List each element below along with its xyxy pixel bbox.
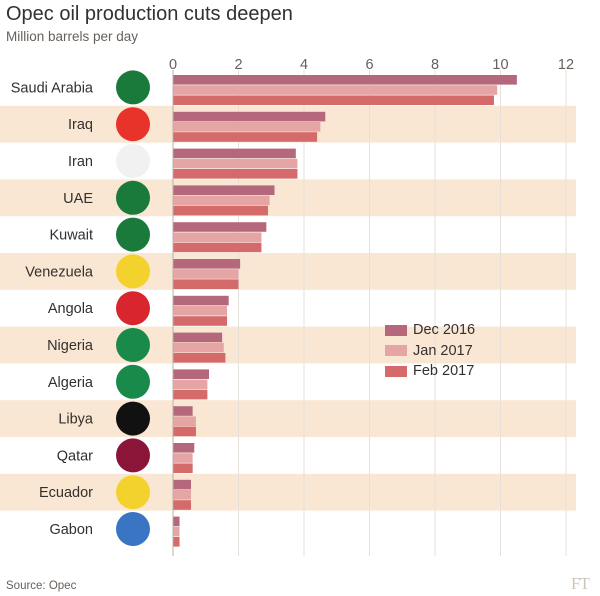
flag-algeria-icon [116, 364, 150, 399]
category-label-iraq: Iraq [68, 117, 93, 133]
legend-label-feb-2017: Feb 2017 [413, 363, 475, 380]
ft-logo: FT [571, 574, 590, 593]
x-tick-label-2: 2 [234, 57, 242, 73]
category-label-kuwait: Kuwait [49, 228, 93, 244]
bar-algeria-feb-2017 [173, 389, 208, 400]
flag-ecuador-icon [116, 475, 150, 510]
bar-qatar-dec-2016 [173, 443, 195, 453]
flag-angola-icon [116, 291, 150, 326]
category-label-saudi-arabia: Saudi Arabia [11, 80, 94, 96]
legend-label-dec-2016: Dec 2016 [413, 322, 476, 339]
legend-swatch-dec-2016 [385, 324, 407, 336]
chart-subtitle: Million barrels per day [6, 29, 139, 44]
category-label-algeria: Algeria [48, 375, 94, 391]
bar-qatar-feb-2017 [173, 463, 193, 473]
legend-label-jan-2017: Jan 2017 [413, 342, 473, 359]
bar-saudi-arabia-jan-2017 [173, 85, 498, 95]
x-tick-label-8: 8 [431, 57, 439, 73]
category-label-nigeria: Nigeria [47, 338, 94, 354]
bar-saudi-arabia-dec-2016 [173, 75, 517, 85]
bar-libya-jan-2017 [173, 416, 196, 426]
row-band-ecuador [0, 473, 576, 511]
bar-nigeria-dec-2016 [173, 332, 223, 343]
bar-ecuador-dec-2016 [173, 479, 192, 490]
row-band-libya [0, 400, 576, 437]
flag-saudi-arabia-icon [116, 70, 150, 105]
bar-iran-jan-2017 [173, 158, 298, 169]
bar-libya-dec-2016 [173, 406, 193, 416]
category-label-gabon: Gabon [49, 522, 93, 538]
bar-gabon-dec-2016 [173, 516, 180, 527]
category-label-libya: Libya [58, 412, 94, 428]
category-label-angola: Angola [48, 301, 94, 317]
bar-angola-feb-2017 [173, 316, 228, 326]
bar-gabon-jan-2017 [173, 526, 180, 537]
flag-iran-icon [116, 144, 150, 178]
row-band-nigeria [0, 326, 576, 364]
flag-gabon-icon [116, 512, 150, 546]
bar-iran-feb-2017 [173, 169, 298, 179]
legend-swatch-feb-2017 [385, 365, 407, 377]
flag-qatar-icon [116, 438, 150, 473]
bar-algeria-jan-2017 [173, 379, 208, 390]
bar-iraq-feb-2017 [173, 132, 318, 142]
bar-ecuador-feb-2017 [173, 500, 192, 510]
flag-nigeria-icon [116, 328, 150, 362]
chart-title: Opec oil production cuts deepen [6, 3, 293, 25]
bar-saudi-arabia-feb-2017 [173, 95, 494, 105]
category-label-ecuador: Ecuador [39, 485, 93, 501]
x-tick-label-0: 0 [169, 57, 177, 73]
flag-iraq-icon [116, 107, 150, 142]
bar-iraq-dec-2016 [173, 111, 326, 122]
x-tick-label-12: 12 [558, 57, 574, 73]
x-tick-label-10: 10 [492, 57, 508, 73]
chart-source: Source: Opec [6, 580, 77, 592]
legend-item-dec-2016: Dec 2016 [385, 320, 475, 341]
x-tick-label-6: 6 [365, 57, 373, 73]
bar-iraq-jan-2017 [173, 122, 321, 132]
category-label-iran: Iran [68, 154, 93, 170]
bar-angola-jan-2017 [173, 306, 228, 316]
bar-angola-dec-2016 [173, 295, 229, 306]
bar-venezuela-feb-2017 [173, 279, 239, 289]
bar-gabon-feb-2017 [173, 537, 180, 547]
legend-swatch-jan-2017 [385, 345, 407, 357]
x-tick-label-4: 4 [300, 57, 308, 73]
bar-kuwait-feb-2017 [173, 242, 262, 253]
bar-ecuador-jan-2017 [173, 490, 192, 500]
legend-item-feb-2017: Feb 2017 [385, 361, 475, 382]
bar-uae-jan-2017 [173, 195, 270, 206]
bar-venezuela-jan-2017 [173, 269, 239, 279]
flag-kuwait-icon [116, 217, 150, 252]
bar-iran-dec-2016 [173, 148, 296, 159]
row-band-venezuela [0, 253, 576, 290]
bar-nigeria-feb-2017 [173, 353, 226, 363]
bar-kuwait-dec-2016 [173, 222, 267, 232]
category-label-qatar: Qatar [57, 448, 93, 464]
bar-nigeria-jan-2017 [173, 342, 224, 353]
bar-kuwait-jan-2017 [173, 232, 262, 242]
bar-uae-dec-2016 [173, 185, 275, 195]
flag-venezuela-icon [116, 254, 150, 289]
bar-libya-feb-2017 [173, 426, 196, 437]
bar-algeria-dec-2016 [173, 369, 210, 379]
bar-uae-feb-2017 [173, 205, 268, 216]
bar-venezuela-dec-2016 [173, 259, 241, 269]
bar-qatar-jan-2017 [173, 453, 193, 463]
flag-libya-icon [116, 401, 150, 436]
row-band-uae [0, 179, 576, 217]
legend-item-jan-2017: Jan 2017 [385, 341, 475, 362]
chart-legend: Dec 2016 Jan 2017 Feb 2017 [385, 320, 475, 382]
flag-uae-icon [116, 180, 150, 215]
category-label-uae: UAE [63, 191, 93, 207]
category-label-venezuela: Venezuela [25, 264, 94, 280]
